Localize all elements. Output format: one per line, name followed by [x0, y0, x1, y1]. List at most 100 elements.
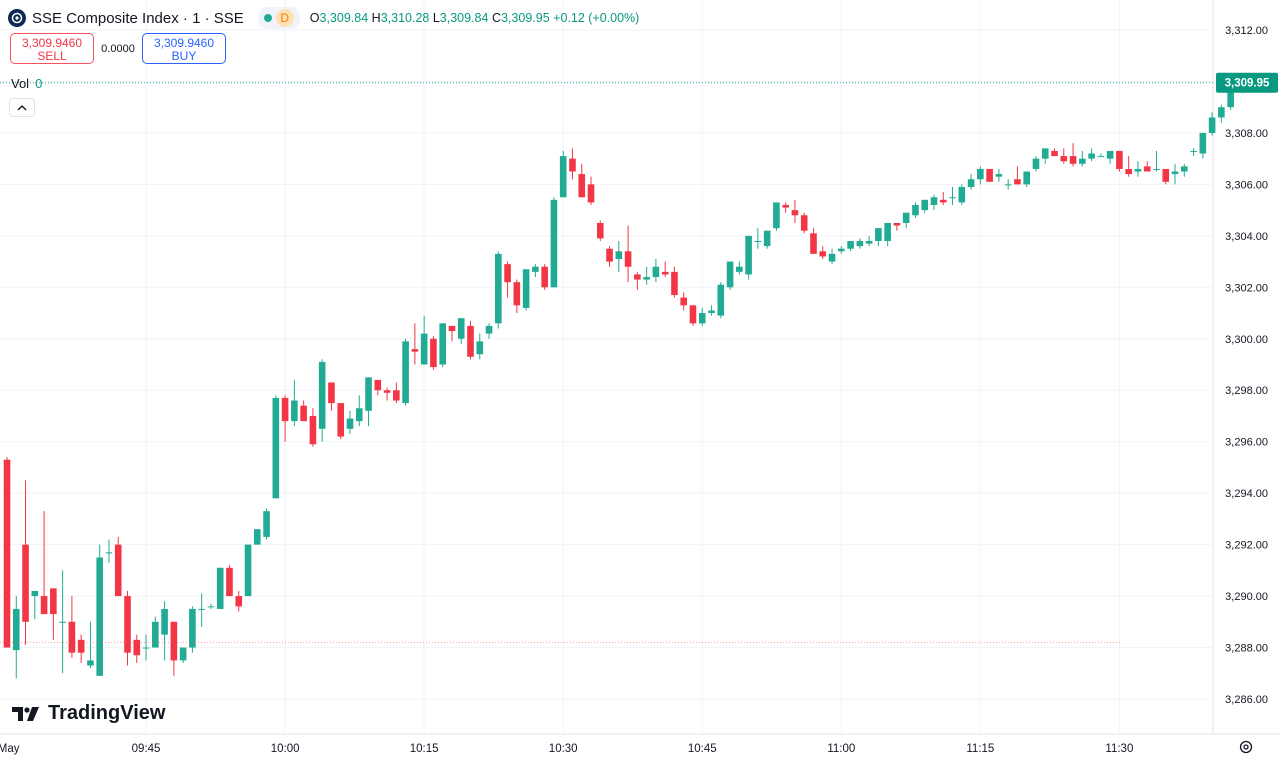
candle — [1171, 163, 1179, 185]
collapse-legend-button[interactable] — [9, 98, 35, 117]
gear-icon[interactable] — [1238, 739, 1254, 755]
market-open-dot-icon — [263, 14, 272, 22]
candle-body — [179, 647, 187, 661]
candle — [800, 212, 808, 234]
symbol-title[interactable]: SSE Composite Index · 1 · SSE — [32, 9, 244, 27]
candle-body — [1125, 168, 1132, 175]
sell-button[interactable]: 3,309.9460 SELL — [10, 33, 94, 64]
candle-body — [59, 621, 66, 623]
candle-body — [22, 544, 29, 622]
trade-panel: 3,309.9460 SELL 0.0000 3,309.9460 BUY — [10, 33, 226, 64]
candle-body — [68, 621, 76, 653]
x-tick-label: 11:30 — [1105, 743, 1133, 755]
candle-body — [31, 590, 39, 597]
candle — [495, 251, 502, 329]
candle — [1088, 148, 1095, 162]
candle-body — [550, 199, 558, 288]
candle-body — [847, 240, 854, 249]
candle — [717, 282, 725, 319]
candle-body — [1199, 132, 1207, 154]
candle — [253, 529, 261, 545]
candle — [624, 225, 632, 283]
candle-body — [606, 248, 613, 262]
candle — [782, 202, 789, 213]
chevron-up-icon — [17, 104, 27, 110]
candle-body — [50, 588, 57, 615]
y-tick-label: 3,298.00 — [1225, 385, 1268, 397]
market-status[interactable]: D — [257, 7, 300, 29]
candle — [467, 320, 474, 360]
volume-legend[interactable]: Vol 0 — [11, 76, 42, 91]
candle-body — [467, 325, 474, 357]
candle — [541, 264, 548, 290]
candle-body — [1116, 150, 1123, 169]
buy-button[interactable]: 3,309.9460 BUY — [142, 33, 226, 64]
candle — [105, 539, 113, 563]
candle-body — [189, 608, 196, 648]
candle-body — [745, 235, 752, 275]
candle-body — [736, 266, 743, 272]
interval-badge: D — [275, 9, 294, 27]
tradingview-watermark[interactable]: TradingView — [12, 702, 165, 725]
candle-body — [634, 274, 641, 280]
candle-body — [393, 390, 400, 401]
candle-body — [615, 251, 623, 260]
candle — [615, 240, 623, 272]
buy-label: BUY — [171, 49, 197, 63]
candle-body — [949, 197, 956, 199]
candle-body — [1014, 179, 1021, 185]
candle — [77, 634, 85, 663]
candle-body — [893, 222, 901, 226]
candle-body — [513, 282, 521, 306]
candle-body — [680, 297, 688, 306]
candle — [430, 336, 437, 370]
x-tick-label: 10:45 — [688, 743, 717, 755]
candle — [763, 230, 771, 249]
candle — [393, 382, 400, 404]
y-tick-label: 3,292.00 — [1225, 540, 1268, 552]
candle-body — [1060, 156, 1068, 162]
candle-body — [1134, 168, 1142, 172]
candle-body — [541, 266, 548, 288]
candle-body — [142, 647, 150, 649]
x-tick-label: May — [0, 743, 20, 755]
candle — [745, 235, 752, 280]
x-tick-label: 10:00 — [271, 743, 300, 755]
candle — [1106, 150, 1114, 164]
candle — [1060, 148, 1068, 164]
y-tick-label: 3,288.00 — [1225, 643, 1268, 655]
candle-body — [708, 310, 715, 314]
candle — [995, 168, 1003, 182]
ohlc-readout: O3,309.84 H3,310.28 L3,309.84 C3,309.95 … — [310, 11, 640, 25]
candle-body — [791, 210, 799, 216]
candle-body — [1143, 166, 1151, 172]
candle — [1190, 148, 1197, 157]
candle-body — [96, 557, 103, 676]
candle-body — [1162, 168, 1170, 182]
candle-body — [1088, 153, 1095, 159]
close-label: C — [491, 11, 501, 25]
x-tick-label: 10:15 — [410, 743, 439, 755]
candle-body — [439, 323, 446, 365]
candle — [1125, 156, 1132, 177]
candle — [680, 292, 688, 311]
candle-body — [930, 197, 938, 205]
low-label: L — [432, 11, 440, 25]
candle-body — [782, 204, 789, 208]
candle — [420, 315, 428, 365]
change-value: +0.12 (+0.00%) — [553, 11, 640, 25]
chart-header: SSE Composite Index · 1 · SSE D O3,309.8… — [8, 7, 639, 29]
candle-body — [569, 158, 576, 172]
candle — [643, 266, 650, 285]
candle — [31, 590, 39, 620]
candle-body — [365, 377, 372, 411]
candle — [1004, 179, 1012, 190]
last-price-label: 3,309.95 — [1225, 78, 1270, 90]
candle-body — [1153, 168, 1160, 170]
candle — [754, 228, 762, 249]
candle — [522, 269, 530, 311]
candle-body — [689, 305, 697, 324]
candle — [949, 186, 956, 205]
x-tick-label: 10:30 — [549, 743, 578, 755]
